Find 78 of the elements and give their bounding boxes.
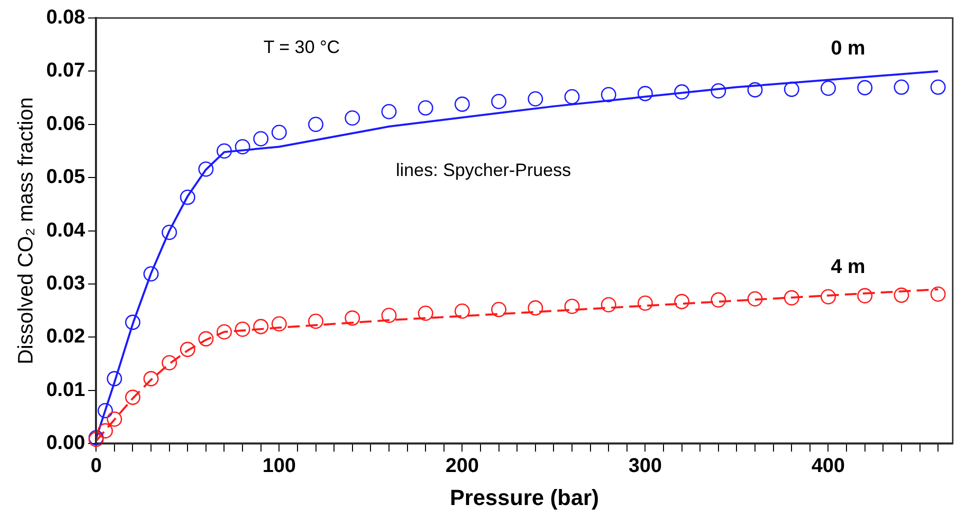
point xyxy=(528,300,544,316)
point xyxy=(198,331,214,346)
point xyxy=(180,190,196,205)
x-tick-label: 100 xyxy=(262,455,296,478)
y-tick-label: 0.03 xyxy=(46,272,86,295)
point xyxy=(98,402,113,418)
point xyxy=(564,89,580,104)
y-axis-title: Dissolved CO₂ mass fraction xyxy=(14,97,38,364)
point xyxy=(253,318,268,334)
point xyxy=(125,390,140,405)
x-tick-label: 400 xyxy=(812,455,845,478)
point xyxy=(106,411,122,427)
point xyxy=(638,86,653,102)
y-tick-label: 0.00 xyxy=(46,432,86,454)
point xyxy=(894,288,910,303)
point xyxy=(638,296,653,311)
point xyxy=(106,371,122,386)
point xyxy=(234,322,250,337)
point xyxy=(143,371,159,386)
point xyxy=(216,143,232,159)
y-tick-label: 0.07 xyxy=(46,60,86,82)
point xyxy=(344,110,360,126)
point xyxy=(143,266,159,282)
y-tick-label: 0.04 xyxy=(46,219,86,242)
point xyxy=(784,290,800,306)
x-tick-label: 0 xyxy=(90,455,102,478)
y-tick-label: 0.05 xyxy=(46,166,86,188)
point xyxy=(820,289,836,304)
point xyxy=(674,84,690,100)
point xyxy=(125,314,140,330)
point xyxy=(710,292,726,308)
point xyxy=(820,80,836,96)
point xyxy=(747,82,763,98)
point xyxy=(857,288,872,304)
point xyxy=(381,104,397,120)
point xyxy=(747,291,763,307)
point xyxy=(710,83,726,99)
point xyxy=(308,314,324,329)
y-tick-label: 0.06 xyxy=(46,112,86,135)
point xyxy=(98,423,113,438)
point xyxy=(180,342,196,358)
point xyxy=(216,324,232,340)
point xyxy=(930,80,946,95)
point xyxy=(600,86,616,102)
point xyxy=(528,91,544,107)
point xyxy=(418,306,434,321)
annotation: T = 30 °C xyxy=(264,36,340,57)
x-axis-title: Pressure (bar) xyxy=(450,484,600,510)
point xyxy=(491,302,506,318)
point xyxy=(674,294,690,310)
point xyxy=(198,161,214,177)
point xyxy=(418,100,434,116)
point xyxy=(344,310,360,326)
y-tick-label: 0.01 xyxy=(46,378,86,401)
point xyxy=(454,303,470,319)
point xyxy=(272,124,287,140)
point xyxy=(162,224,177,240)
point xyxy=(381,308,397,324)
x-tick-label: 300 xyxy=(628,455,662,478)
point xyxy=(253,131,268,146)
point xyxy=(564,298,580,314)
point xyxy=(930,286,946,302)
point xyxy=(894,80,910,95)
point xyxy=(234,139,250,154)
point xyxy=(857,80,872,96)
point xyxy=(162,355,177,370)
annotation: lines: Spycher-Pruess xyxy=(396,160,572,180)
point xyxy=(308,116,324,132)
point xyxy=(600,297,616,312)
y-tick-label: 0.08 xyxy=(46,6,86,29)
point xyxy=(491,94,506,110)
x-tick-label: 200 xyxy=(445,455,479,478)
point xyxy=(454,96,470,112)
point xyxy=(784,82,800,97)
series-label: 0 m xyxy=(830,38,866,60)
y-tick-label: 0.02 xyxy=(46,326,86,348)
point xyxy=(272,316,287,332)
series-label: 4 m xyxy=(830,256,866,278)
